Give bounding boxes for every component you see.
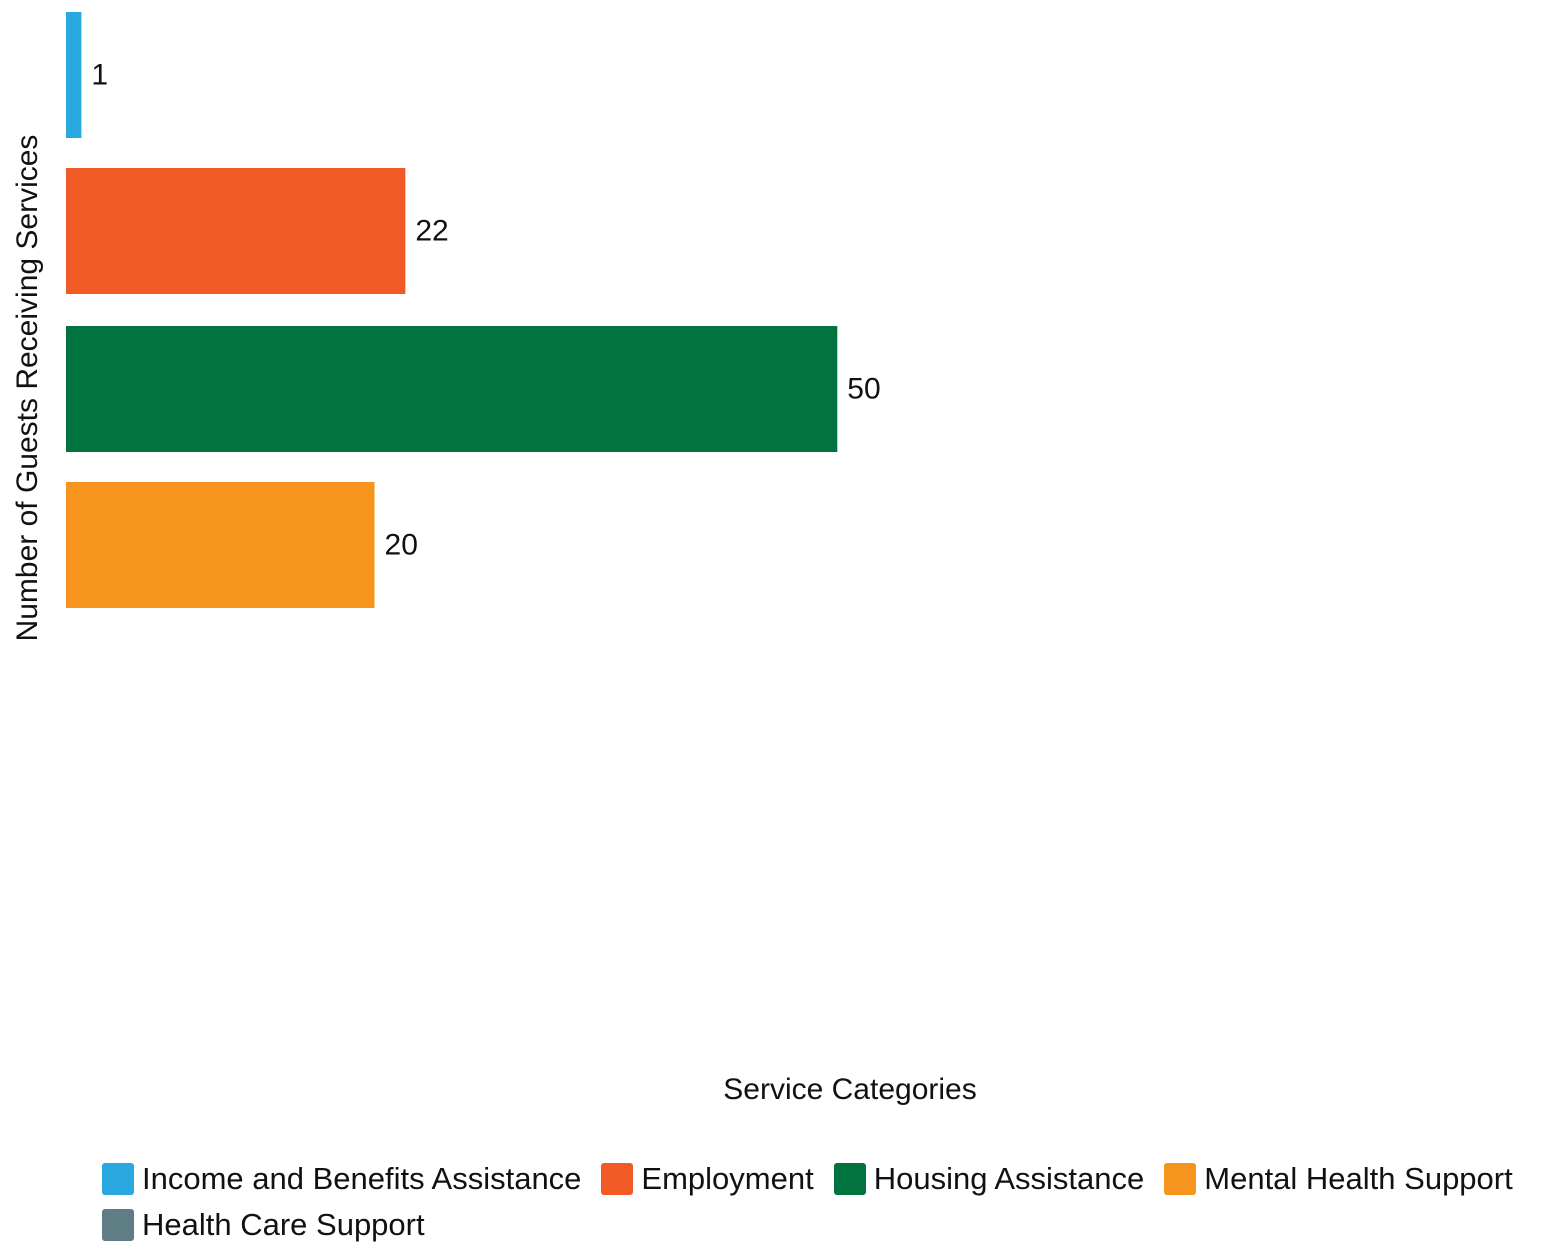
legend: Income and Benefits Assistance Employmen… — [102, 1160, 1542, 1244]
legend-swatch — [102, 1209, 134, 1241]
legend-label: Health Care Support — [142, 1207, 425, 1242]
legend-label: Employment — [641, 1161, 814, 1196]
legend-label: Income and Benefits Assistance — [142, 1161, 582, 1196]
legend-item[interactable]: Mental Health Support — [1164, 1160, 1513, 1198]
legend-label: Housing Assistance — [873, 1161, 1145, 1196]
y-axis-title: Number of Guests Receiving Services — [11, 134, 44, 642]
data-label-2: 50 — [847, 373, 880, 406]
legend-item[interactable]: Housing Assistance — [833, 1160, 1145, 1198]
bar-0[interactable] — [66, 12, 82, 138]
legend-swatch — [601, 1163, 634, 1195]
legend-item[interactable]: Health Care Support — [102, 1206, 425, 1244]
legend-swatch — [102, 1163, 134, 1195]
legend-label: Mental Health Support — [1204, 1161, 1513, 1196]
bar-3[interactable] — [66, 482, 375, 608]
x-axis-title: Service Categories — [723, 1073, 977, 1106]
legend-item[interactable]: Income and Benefits Assistance — [102, 1160, 581, 1198]
bar-2[interactable] — [66, 326, 838, 452]
legend-swatch — [833, 1163, 866, 1195]
legend-swatch — [1164, 1163, 1197, 1195]
data-label-0: 1 — [91, 59, 108, 92]
legend-item[interactable]: Employment — [601, 1160, 814, 1198]
bar-1[interactable] — [66, 168, 406, 294]
data-label-1: 22 — [415, 215, 448, 248]
data-label-3: 20 — [385, 529, 418, 562]
